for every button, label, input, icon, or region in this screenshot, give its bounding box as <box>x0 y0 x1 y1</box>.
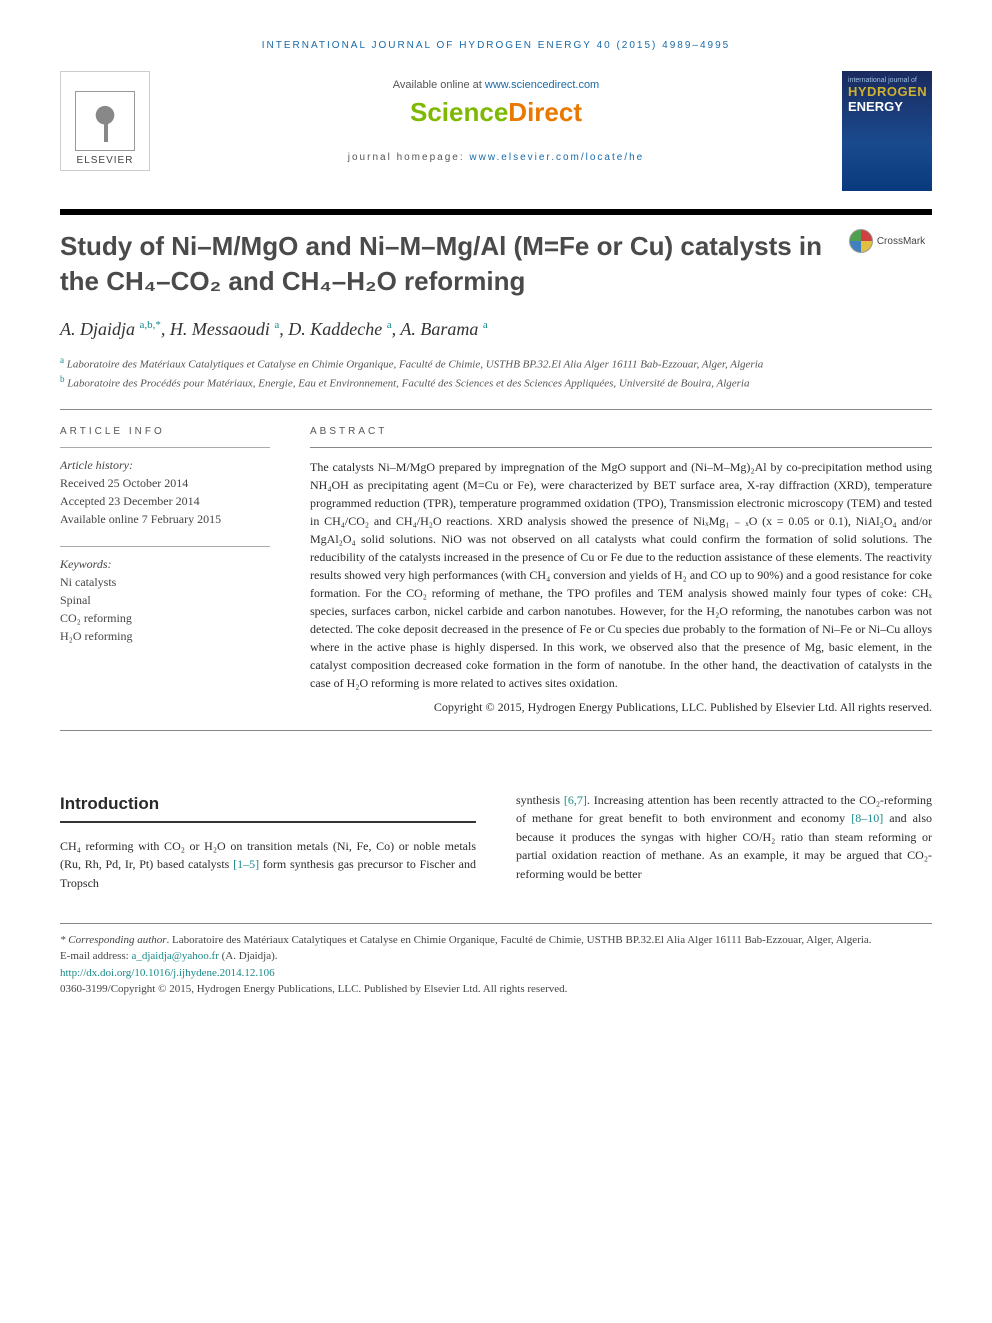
intro-text-3: synthesis <box>516 793 564 807</box>
abstract-body: The catalysts Ni–M/MgO prepared by impre… <box>310 460 932 690</box>
crossmark-label: CrossMark <box>877 236 925 247</box>
doi-link[interactable]: http://dx.doi.org/10.1016/j.ijhydene.201… <box>60 967 275 979</box>
author-4-name: , A. Barama <box>392 319 483 339</box>
citation-link-6-7[interactable]: [6,7] <box>564 793 587 807</box>
journal-homepage: journal homepage: www.elsevier.com/locat… <box>170 152 822 163</box>
article-title: Study of Ni–M/MgO and Ni–M–Mg/Al (M=Fe o… <box>60 229 822 299</box>
footer: * Corresponding author. Laboratoire des … <box>60 932 932 998</box>
received-date: Received 25 October 2014 <box>60 474 270 492</box>
available-online-text: Available online at www.sciencedirect.co… <box>170 79 822 91</box>
affiliation-b-text: Laboratoire des Procédés pour Matériaux,… <box>65 378 750 390</box>
keywords-label: Keywords: <box>60 555 270 573</box>
homepage-link[interactable]: www.elsevier.com/locate/he <box>469 152 644 163</box>
author-2-name: , H. Messaoudi <box>161 319 275 339</box>
affiliation-a-text: Laboratoire des Matériaux Catalytiques e… <box>64 359 763 371</box>
keyword-1: Ni catalysts <box>60 573 270 591</box>
history-label: Article history: <box>60 456 270 474</box>
citation-link-8-10[interactable]: [8–10] <box>851 811 883 825</box>
keyword-4: H₂O reforming <box>60 627 270 645</box>
right-column: synthesis [6,7]. Increasing attention ha… <box>516 791 932 893</box>
corresponding-author: * Corresponding author. Laboratoire des … <box>60 932 932 949</box>
author-1-affiliation-link[interactable]: a,b, <box>140 319 156 331</box>
sciencedirect-logo[interactable]: ScienceDirect <box>170 97 822 128</box>
corr-text: . Laboratoire des Matériaux Catalytiques… <box>167 934 872 946</box>
affiliations: a Laboratoire des Matériaux Catalytiques… <box>60 354 932 392</box>
homepage-label: journal homepage: <box>348 152 470 163</box>
abstract-heading: ABSTRACT <box>310 426 932 437</box>
abstract-column: ABSTRACT The catalysts Ni–M/MgO prepared… <box>310 426 932 716</box>
article-info-column: ARTICLE INFO Article history: Received 2… <box>60 426 270 716</box>
cover-line-2: HYDROGEN <box>848 84 926 99</box>
elsevier-name: ELSEVIER <box>77 155 134 166</box>
affiliation-b: b Laboratoire des Procédés pour Matériau… <box>60 373 932 392</box>
accepted-date: Accepted 23 December 2014 <box>60 492 270 510</box>
journal-cover-thumbnail[interactable]: international journal of HYDROGEN ENERGY <box>842 71 932 191</box>
intro-paragraph-left: CH₄ reforming with CO₂ or H₂O on transit… <box>60 837 476 893</box>
introduction-heading: Introduction <box>60 791 476 817</box>
keywords-block: Keywords: Ni catalysts Spinal CO₂ reform… <box>60 555 270 645</box>
crossmark-icon <box>849 229 873 253</box>
keyword-2: Spinal <box>60 591 270 609</box>
sd-word-1: Science <box>410 97 508 127</box>
cover-line-1: international journal of <box>848 77 926 84</box>
article-info-heading: ARTICLE INFO <box>60 426 270 437</box>
intro-rule <box>60 821 476 823</box>
author-1-name: A. Djaidja <box>60 319 140 339</box>
elsevier-logo[interactable]: ELSEVIER <box>60 71 150 171</box>
online-date: Available online 7 February 2015 <box>60 510 270 528</box>
crossmark-badge[interactable]: CrossMark <box>842 229 932 253</box>
available-label: Available online at <box>393 79 485 91</box>
email-label: E-mail address: <box>60 950 131 962</box>
header-section: ELSEVIER Available online at www.science… <box>60 71 932 201</box>
divider-bar <box>60 209 932 215</box>
author-3-name: , D. Kaddeche <box>279 319 386 339</box>
citation-link-1-5[interactable]: [1–5] <box>233 857 259 871</box>
abstract-copyright: Copyright © 2015, Hydrogen Energy Public… <box>310 698 932 716</box>
email-link[interactable]: a_djaidja@yahoo.fr <box>131 950 218 962</box>
left-column: Introduction CH₄ reforming with CO₂ or H… <box>60 791 476 893</box>
journal-reference: INTERNATIONAL JOURNAL OF HYDROGEN ENERGY… <box>60 40 932 51</box>
divider <box>60 409 932 410</box>
divider <box>60 730 932 731</box>
sciencedirect-link[interactable]: www.sciencedirect.com <box>485 79 599 91</box>
email-line: E-mail address: a_djaidja@yahoo.fr (A. D… <box>60 948 932 965</box>
sd-word-2: Direct <box>508 97 582 127</box>
article-history: Article history: Received 25 October 201… <box>60 456 270 528</box>
author-list: A. Djaidja a,b,*, H. Messaoudi a, D. Kad… <box>60 319 932 340</box>
keyword-3: CO₂ reforming <box>60 609 270 627</box>
author-4-affiliation-link[interactable]: a <box>483 319 488 331</box>
issn-copyright: 0360-3199/Copyright © 2015, Hydrogen Ene… <box>60 981 932 998</box>
email-who: (A. Djaidja). <box>219 950 278 962</box>
elsevier-tree-icon <box>75 91 135 151</box>
affiliation-a: a Laboratoire des Matériaux Catalytiques… <box>60 354 932 373</box>
intro-paragraph-right: synthesis [6,7]. Increasing attention ha… <box>516 791 932 884</box>
cover-line-3: ENERGY <box>848 99 926 114</box>
body-text: Introduction CH₄ reforming with CO₂ or H… <box>60 791 932 893</box>
corr-label: * Corresponding author <box>60 934 167 946</box>
footer-divider <box>60 923 932 924</box>
